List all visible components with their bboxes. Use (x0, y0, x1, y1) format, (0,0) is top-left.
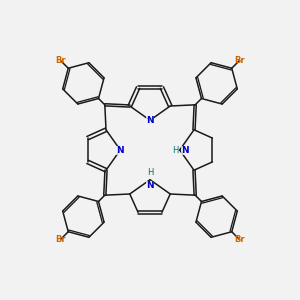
Text: Br: Br (56, 56, 66, 65)
Text: N: N (116, 146, 124, 154)
Text: Br: Br (234, 56, 244, 65)
Text: N: N (181, 146, 189, 154)
Text: H: H (147, 168, 153, 177)
Text: N: N (146, 181, 154, 190)
Text: N: N (146, 116, 154, 125)
Text: Br: Br (234, 235, 244, 244)
Text: Br: Br (56, 235, 66, 244)
Text: H: H (172, 146, 178, 154)
